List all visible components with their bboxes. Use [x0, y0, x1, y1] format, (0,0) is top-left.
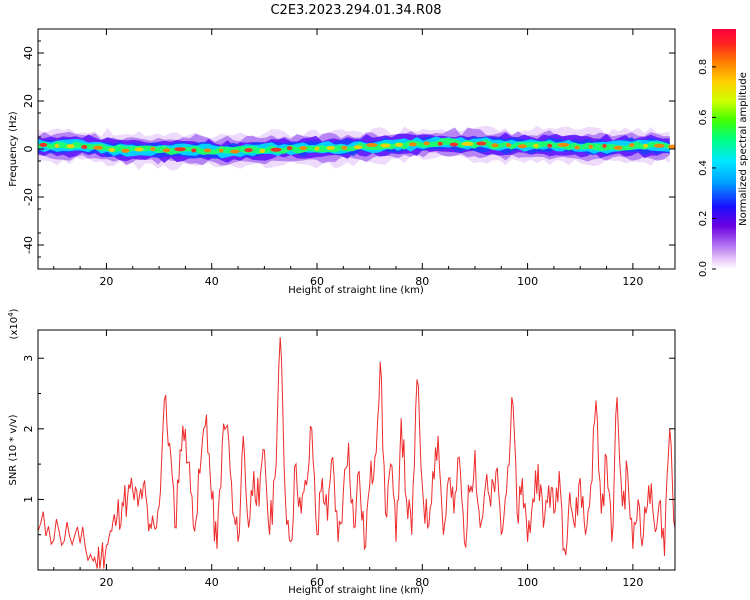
band-hotspot — [174, 147, 187, 152]
band-hotspot — [629, 143, 635, 148]
band-hotspot — [461, 141, 474, 146]
bottom-plot-frame — [37, 329, 676, 571]
band-hotspot — [286, 146, 293, 151]
band-hotspot — [653, 143, 665, 148]
colorbar: 0.0 0.2 0.4 0.6 0.8 Normalized spectral ampl… — [698, 29, 749, 277]
top-axis-ticks: 20 40 60 80 100 120 -40 -20 0 20 40 — [22, 29, 675, 288]
band-hotspot — [574, 145, 580, 150]
chart-title: C2E3.2023.294.01.34.R08 — [270, 3, 441, 18]
band-hotspot — [667, 144, 675, 149]
band-hotspot — [81, 145, 88, 149]
band-hotspot — [602, 143, 607, 148]
bottom-y-tick-label: 1 — [22, 496, 35, 503]
band-hotspot — [66, 144, 75, 149]
band-hotspot — [218, 148, 224, 153]
colorbar-gradient — [712, 29, 736, 269]
top-y-axis-label: Frequency (Hz) — [8, 111, 19, 187]
band-hotspot — [449, 142, 459, 147]
bottom-y-tick-label: 2 — [22, 425, 35, 432]
colorbar-tick-label: 0.8 — [698, 59, 709, 75]
band-hotspot — [314, 146, 320, 151]
band-hotspot — [437, 141, 443, 146]
band-hotspot — [476, 141, 487, 146]
top-x-tick-label: 120 — [622, 275, 643, 288]
bottom-y-tick-label: 3 — [22, 355, 35, 362]
band-hotspot — [341, 145, 348, 150]
bottom-x-tick-label: 20 — [99, 576, 113, 589]
band-hotspot — [505, 143, 512, 147]
band-hotspot — [299, 146, 308, 151]
top-y-tick-label: 40 — [22, 46, 35, 60]
bottom-x-tick-label: 40 — [205, 576, 219, 589]
band-hotspot — [353, 145, 363, 150]
spectral-band — [38, 125, 675, 171]
band-hotspot — [395, 142, 404, 147]
top-x-tick-label: 40 — [205, 275, 219, 288]
top-x-tick-label: 100 — [517, 275, 538, 288]
top-y-tick-label: 0 — [22, 146, 35, 153]
top-x-tick-label: 80 — [415, 275, 429, 288]
band-hotspot — [54, 144, 60, 148]
spectrogram-panel: 20 40 60 80 100 120 -40 -20 0 20 40 Frequency (Hz)… — [8, 28, 676, 296]
colorbar-tick-label: 0.0 — [698, 261, 709, 277]
bottom-x-tick-label: 60 — [310, 576, 324, 589]
band-hotspot — [259, 148, 265, 153]
band-hotspot — [491, 143, 499, 148]
band-hotspot — [108, 147, 115, 152]
colorbar-ticks: 0.0 0.2 0.4 0.6 0.8 — [698, 59, 716, 277]
band-hotspot — [39, 142, 48, 147]
colorbar-label: Normalized spectral amplitude — [738, 72, 749, 226]
band-hotspot — [134, 147, 144, 152]
top-x-tick-label: 60 — [310, 275, 324, 288]
band-hotspot — [121, 148, 130, 153]
band-hotspot — [270, 147, 282, 152]
top-x-tick-label: 20 — [99, 275, 113, 288]
bottom-axis-ticks: 20 40 60 80 100 120 1 2 3 — [22, 330, 675, 589]
colorbar-tick-label: 0.4 — [698, 160, 709, 176]
band-hotspot — [380, 143, 391, 148]
bottom-y-scale-note: (x104) — [7, 308, 20, 339]
band-hotspot — [244, 148, 253, 153]
band-hotspot — [326, 145, 336, 150]
bottom-x-axis-label: Height of straight line (km) — [288, 585, 424, 596]
band-hotspot — [162, 148, 171, 153]
band-hotspot — [517, 144, 527, 149]
band-hotspot — [150, 146, 156, 151]
snr-series-line — [38, 337, 675, 569]
band-hotspot — [557, 142, 570, 147]
band-hotspot — [191, 148, 197, 153]
band-hotspot — [613, 145, 623, 150]
bottom-x-tick-label: 120 — [622, 576, 643, 589]
bottom-x-tick-label: 80 — [415, 576, 429, 589]
band-hotspot — [408, 142, 417, 147]
band-hotspot — [366, 143, 378, 147]
band-hotspot — [643, 143, 648, 148]
band-hotspot — [588, 144, 593, 149]
colorbar-tick-label: 0.2 — [698, 211, 709, 227]
band-hotspot — [533, 143, 539, 148]
band-hotspot — [93, 145, 103, 150]
band-hotspot — [423, 141, 430, 146]
band-hotspot — [547, 143, 553, 148]
colorbar-tick-label: 0.6 — [698, 109, 709, 125]
top-y-tick-label: 20 — [22, 94, 35, 108]
bottom-y-axis-label: SNR (10 * v/v) — [8, 414, 19, 485]
bottom-x-tick-label: 100 — [517, 576, 538, 589]
band-hotspot — [203, 148, 212, 153]
top-y-tick-label: -20 — [22, 188, 35, 206]
top-y-tick-label: -40 — [22, 236, 35, 254]
band-hotspot — [230, 149, 240, 154]
top-x-axis-label: Height of straight line (km) — [288, 285, 424, 296]
